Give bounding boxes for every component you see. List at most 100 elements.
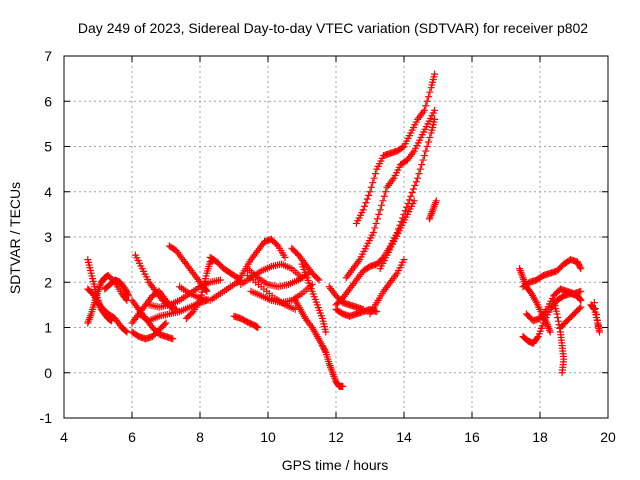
series-arc-26 xyxy=(332,115,439,309)
data-point xyxy=(424,138,432,146)
series-arc-22 xyxy=(291,296,347,390)
data-point xyxy=(423,97,431,105)
series-arc-3 xyxy=(84,285,131,336)
data-point xyxy=(369,179,377,187)
x-axis-label: GPS time / hours xyxy=(282,457,389,473)
data-point xyxy=(399,143,407,151)
data-point xyxy=(382,188,390,196)
data-point xyxy=(376,206,384,214)
x-tick-label: 10 xyxy=(260,429,276,445)
data-point xyxy=(576,263,584,271)
series-arc-37 xyxy=(556,303,585,331)
data-point xyxy=(362,199,370,207)
data-point xyxy=(375,210,383,218)
data-point xyxy=(577,265,585,273)
data-point xyxy=(216,276,224,284)
data-point xyxy=(161,320,169,328)
data-points xyxy=(84,70,603,390)
data-point xyxy=(369,228,377,236)
data-point xyxy=(420,106,428,114)
data-point xyxy=(281,253,289,261)
data-point xyxy=(424,93,432,101)
data-point xyxy=(373,215,381,223)
data-point xyxy=(553,310,561,318)
data-point xyxy=(370,174,378,182)
x-tick-label: 20 xyxy=(600,429,616,445)
series-arc-36 xyxy=(550,296,568,377)
data-point xyxy=(554,314,562,322)
data-point xyxy=(577,296,585,304)
data-point xyxy=(426,88,434,96)
series-arc-27 xyxy=(342,106,439,282)
data-point xyxy=(379,197,387,205)
data-point xyxy=(363,195,371,203)
data-point xyxy=(125,292,133,300)
data-point xyxy=(124,290,132,298)
y-tick-label: 1 xyxy=(44,320,52,336)
series-arc-33 xyxy=(519,256,585,291)
data-point xyxy=(367,183,375,191)
y-tick-label: 2 xyxy=(44,274,52,290)
y-tick-label: 3 xyxy=(44,229,52,245)
data-point xyxy=(321,347,329,355)
data-point xyxy=(416,165,424,173)
data-point xyxy=(273,241,281,249)
y-tick-label: 6 xyxy=(44,93,52,109)
data-point xyxy=(533,334,541,342)
series-arc-14 xyxy=(206,253,241,282)
data-point xyxy=(169,335,177,343)
data-point xyxy=(596,328,603,336)
data-point xyxy=(371,224,379,232)
data-point xyxy=(575,304,583,312)
data-point xyxy=(188,309,196,317)
series-arc-7 xyxy=(131,251,180,313)
data-point xyxy=(372,219,380,227)
data-point xyxy=(422,102,430,110)
series-arc-18 xyxy=(244,265,313,291)
data-point xyxy=(577,287,585,295)
y-axis-label: SDTVAR / TECUs xyxy=(7,182,23,294)
x-tick-label: 16 xyxy=(464,429,480,445)
data-point xyxy=(408,189,416,197)
data-point xyxy=(315,276,323,284)
x-tick-label: 6 xyxy=(128,429,136,445)
series-arc-35 xyxy=(522,285,585,325)
data-point xyxy=(314,275,322,283)
data-point xyxy=(577,303,585,311)
x-tick-label: 8 xyxy=(196,429,204,445)
y-tick-label: 0 xyxy=(44,365,52,381)
series-arc-30 xyxy=(376,197,418,273)
data-point xyxy=(401,207,409,215)
data-point xyxy=(254,324,262,331)
y-tick-label: 4 xyxy=(44,184,52,200)
series-arc-8 xyxy=(128,319,170,343)
x-tick-label: 12 xyxy=(328,429,344,445)
data-point xyxy=(407,192,415,200)
data-point xyxy=(361,202,369,210)
series-arc-34 xyxy=(519,290,585,347)
series-arc-16 xyxy=(233,235,289,286)
data-point xyxy=(400,256,408,264)
data-point xyxy=(554,317,562,325)
y-tick-label: 5 xyxy=(44,139,52,155)
data-point xyxy=(414,174,422,182)
data-point xyxy=(410,185,418,193)
x-tick-label: 4 xyxy=(60,429,68,445)
data-point xyxy=(558,369,566,377)
data-point xyxy=(431,70,439,78)
data-point xyxy=(594,322,602,330)
series-arc-2 xyxy=(84,271,131,327)
series-arc-29 xyxy=(366,256,408,318)
data-point xyxy=(366,188,374,196)
data-point xyxy=(359,206,367,214)
data-point xyxy=(418,161,426,169)
chart-title: Day 249 of 2023, Sidereal Day-to-day VTE… xyxy=(78,20,588,36)
data-point xyxy=(380,192,388,200)
data-point xyxy=(431,106,439,114)
series-arc-23 xyxy=(298,260,330,336)
x-tick-label: 14 xyxy=(396,429,412,445)
data-point xyxy=(590,299,598,307)
data-point xyxy=(162,319,170,327)
data-point xyxy=(412,178,420,186)
